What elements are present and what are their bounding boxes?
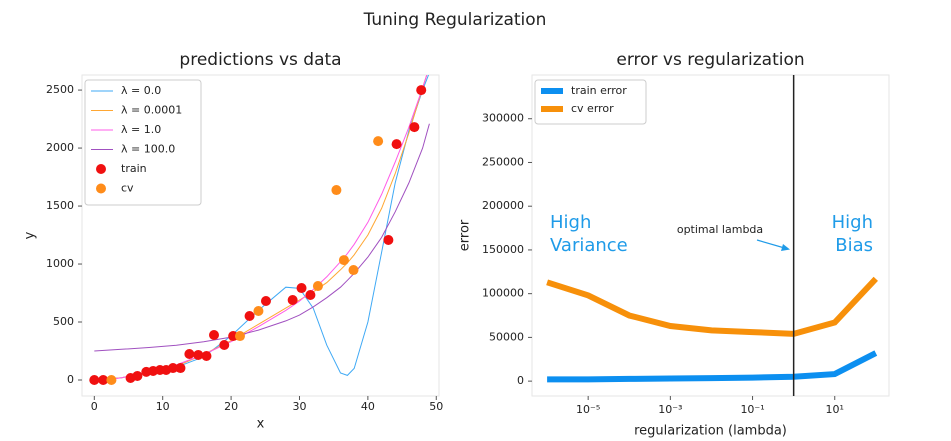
y-tick-label: 150000 bbox=[482, 243, 524, 256]
annotation: High bbox=[832, 212, 873, 233]
scatter-point bbox=[193, 349, 204, 360]
y-tick-label: 2000 bbox=[46, 141, 74, 154]
y-tick-label: 300000 bbox=[482, 112, 524, 125]
figure-title: Tuning Regularization bbox=[363, 10, 547, 30]
x-tick-label: 10 bbox=[156, 400, 170, 413]
series-line bbox=[546, 276, 878, 337]
annotation: Bias bbox=[835, 235, 873, 256]
legend-marker bbox=[96, 164, 106, 174]
plot-area bbox=[546, 276, 878, 383]
annotation: High bbox=[550, 212, 591, 233]
scatter-point bbox=[338, 255, 349, 266]
y-tick-label: 250000 bbox=[482, 155, 524, 168]
plot-area bbox=[89, 75, 430, 385]
x-tick-label: 10¹ bbox=[826, 403, 844, 416]
plot-frame bbox=[531, 74, 890, 397]
legend-label: train error bbox=[571, 84, 627, 97]
scatter-point bbox=[296, 283, 307, 294]
x-axis-label: x bbox=[257, 417, 265, 432]
y-tick-label: 1500 bbox=[46, 199, 74, 212]
annotation: Variance bbox=[550, 235, 628, 256]
scatter-point bbox=[383, 235, 394, 246]
y-tick-label: 0 bbox=[67, 373, 74, 386]
legend-label: λ = 0.0001 bbox=[121, 104, 182, 117]
scatter-point bbox=[106, 374, 117, 385]
series-line bbox=[547, 350, 878, 383]
x-tick-label: 10⁻¹ bbox=[740, 403, 764, 416]
legend-box bbox=[84, 79, 202, 206]
scatter-point bbox=[167, 363, 178, 374]
scatter-point bbox=[287, 294, 298, 305]
series-line bbox=[94, 123, 430, 352]
scatter-point bbox=[416, 85, 427, 96]
scatter-point bbox=[175, 363, 186, 374]
y-tick-label: 0 bbox=[517, 374, 524, 387]
scatter-point bbox=[98, 374, 109, 385]
scatter-point bbox=[201, 350, 212, 361]
scatter-point bbox=[184, 349, 195, 360]
legend-label: cv error bbox=[571, 102, 614, 115]
x-tick-label: 40 bbox=[361, 400, 375, 413]
scatter-point bbox=[305, 289, 316, 300]
legend-label: λ = 0.0 bbox=[121, 84, 161, 97]
x-tick-label: 10⁻⁵ bbox=[576, 403, 600, 416]
legend-marker bbox=[96, 183, 106, 194]
plot-title: error vs regularization bbox=[616, 50, 804, 70]
x-tick-label: 30 bbox=[292, 400, 306, 413]
scatter-point bbox=[219, 339, 230, 350]
scatter-point bbox=[89, 374, 100, 385]
legend-label: λ = 1.0 bbox=[121, 123, 161, 136]
scatter-point bbox=[253, 305, 264, 316]
legend-label: λ = 100.0 bbox=[121, 143, 175, 156]
scatter-point bbox=[234, 331, 245, 342]
scatter-point bbox=[260, 296, 271, 307]
y-axis-label: error bbox=[458, 219, 473, 251]
plot-title: predictions vs data bbox=[179, 50, 341, 70]
scatter-point bbox=[409, 122, 420, 133]
x-tick-label: 20 bbox=[224, 400, 238, 413]
x-axis-label: regularization (lambda) bbox=[634, 424, 787, 439]
x-tick-label: 10⁻³ bbox=[658, 403, 682, 416]
y-tick-label: 2500 bbox=[46, 83, 74, 96]
y-axis-label: y bbox=[23, 231, 38, 239]
scatter-point bbox=[391, 139, 402, 150]
y-tick-label: 500 bbox=[53, 315, 74, 328]
plot-frame bbox=[81, 74, 440, 397]
scatter-point bbox=[228, 331, 239, 342]
y-tick-label: 100000 bbox=[482, 287, 524, 300]
y-tick-label: 50000 bbox=[489, 330, 524, 343]
arrow-head bbox=[781, 244, 790, 251]
x-tick-label: 50 bbox=[429, 400, 443, 413]
scatter-point bbox=[348, 265, 359, 276]
scatter-point bbox=[244, 310, 255, 321]
x-tick-label: 0 bbox=[91, 400, 98, 413]
scatter-point bbox=[132, 370, 143, 381]
scatter-point bbox=[312, 281, 323, 292]
legend-label: cv bbox=[121, 182, 134, 195]
y-tick-label: 200000 bbox=[482, 199, 524, 212]
scatter-point bbox=[331, 185, 342, 196]
scatter-point bbox=[208, 330, 219, 341]
y-tick-label: 1000 bbox=[46, 257, 74, 270]
annotation: optimal lambda bbox=[677, 223, 763, 236]
scatter-point bbox=[373, 136, 384, 147]
legend-label: train bbox=[121, 162, 147, 175]
